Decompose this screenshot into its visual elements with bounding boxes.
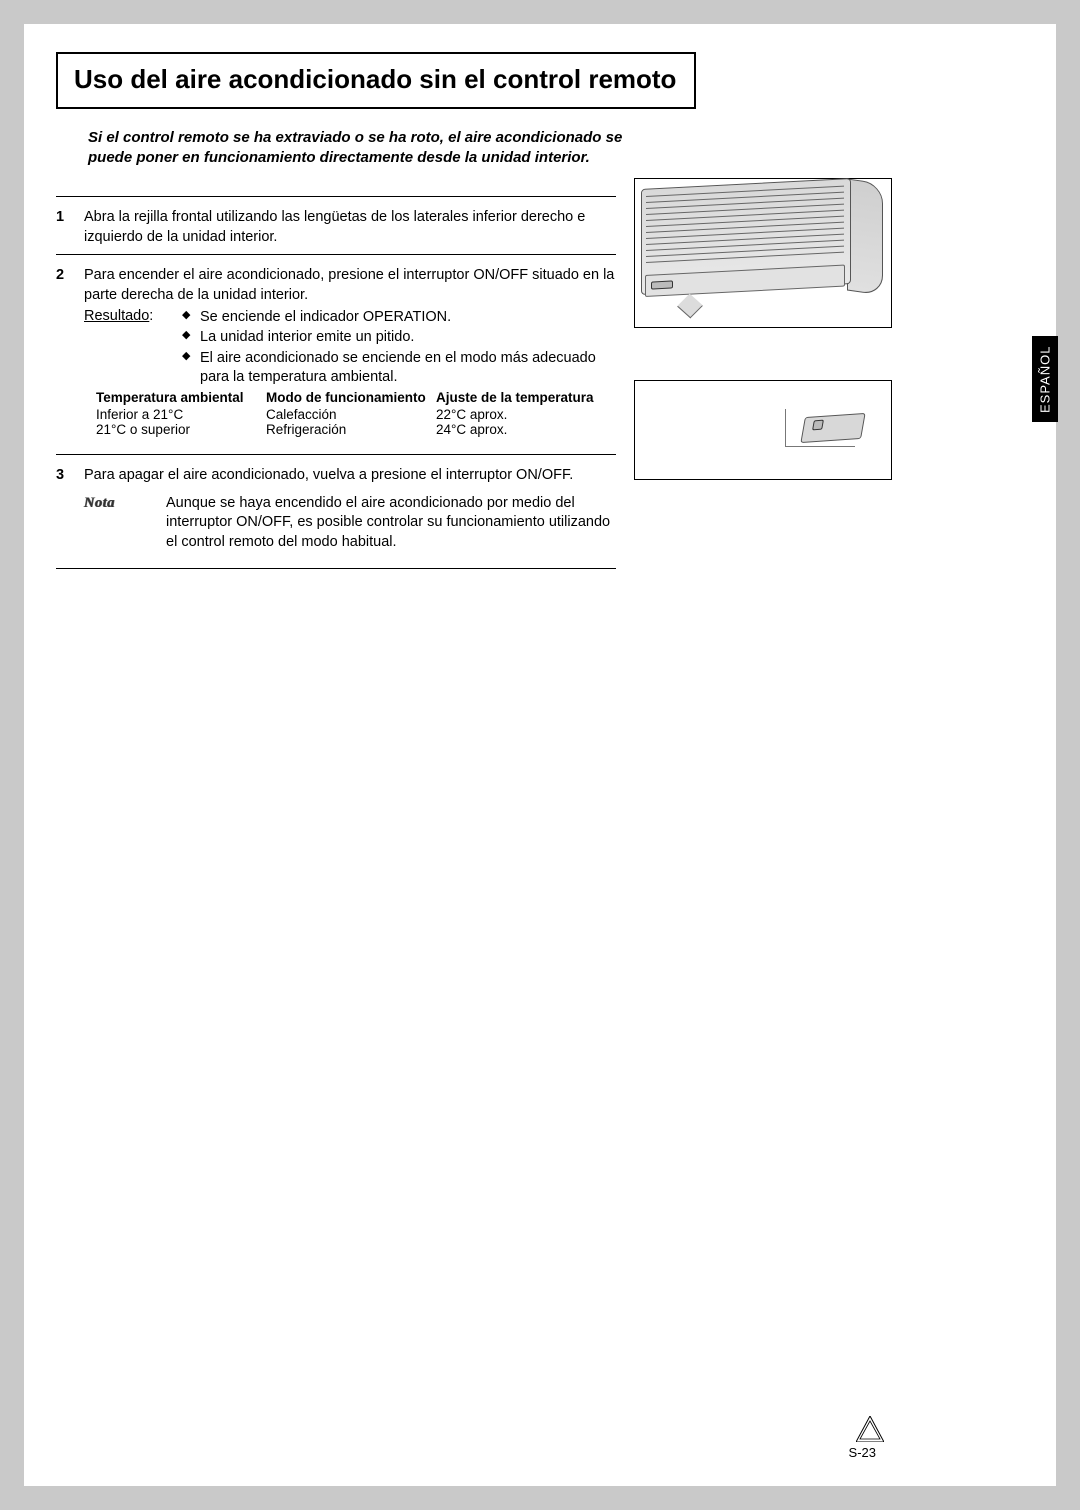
bullet: La unidad interior emite un pitido. <box>182 328 616 348</box>
step-number: 2 <box>56 266 64 286</box>
page-title: Uso del aire acondicionado sin el contro… <box>74 64 678 95</box>
table-header: Modo de funcionamiento <box>266 390 436 405</box>
table-header-row: Temperatura ambiental Modo de funcionami… <box>96 390 606 405</box>
separator <box>56 254 616 255</box>
step-text: Para apagar el aire acondicionado, vuelv… <box>84 467 573 483</box>
step-text: Para encender el aire acondicionado, pre… <box>84 267 614 303</box>
step-number: 1 <box>56 208 64 228</box>
bullet: El aire acondicionado se enciende en el … <box>182 349 616 388</box>
table-header: Temperatura ambiental <box>96 390 266 405</box>
separator <box>56 454 616 455</box>
bullet: Se enciende el indicador OPERATION. <box>182 308 616 328</box>
table-row: Inferior a 21°C Calefacción 22°C aprox. <box>96 407 606 422</box>
table-cell: 24°C aprox. <box>436 422 606 437</box>
table-header: Ajuste de la temperatura <box>436 390 606 405</box>
nota-row: Nota Aunque se haya encendido el aire ac… <box>84 494 616 553</box>
switch-illustration <box>785 409 875 453</box>
figure-ac-unit <box>634 178 892 328</box>
resultado-row: Resultado: Se enciende el indicador OPER… <box>84 307 616 388</box>
figure-switch-detail <box>634 380 892 480</box>
language-side-tab: ESPAÑOL <box>1032 336 1058 422</box>
page-title-box: Uso del aire acondicionado sin el contro… <box>56 52 696 109</box>
step-1: 1 Abra la rejilla frontal utilizando las… <box>56 208 616 247</box>
separator <box>56 568 616 569</box>
table-cell: Calefacción <box>266 407 436 422</box>
step-3: 3 Para apagar el aire acondicionado, vue… <box>56 466 616 552</box>
page-number: S-23 <box>849 1445 876 1460</box>
resultado-label: Resultado <box>84 308 149 324</box>
table-cell: Inferior a 21°C <box>96 407 266 422</box>
step-body: Para apagar el aire acondicionado, vuelv… <box>84 466 616 552</box>
recycle-icon <box>856 1416 884 1442</box>
document-page: Uso del aire acondicionado sin el contro… <box>24 24 1056 1486</box>
step-body: Para encender el aire acondicionado, pre… <box>84 266 616 388</box>
step-2: 2 Para encender el aire acondicionado, p… <box>56 266 616 389</box>
step-number: 3 <box>56 466 64 486</box>
separator <box>56 196 616 197</box>
table-cell: Refrigeración <box>266 422 436 437</box>
nota-text: Aunque se haya encendido el aire acondic… <box>166 494 616 553</box>
intro-text: Si el control remoto se ha extraviado o … <box>88 128 638 169</box>
step-body: Abra la rejilla frontal utilizando las l… <box>84 208 616 247</box>
ac-unit-illustration <box>641 189 885 309</box>
table-cell: 21°C o superior <box>96 422 266 437</box>
nota-label: Nota <box>84 494 166 553</box>
temperature-table: Temperatura ambiental Modo de funcionami… <box>96 390 606 437</box>
resultado-bullets: Se enciende el indicador OPERATION. La u… <box>182 308 616 388</box>
table-row: 21°C o superior Refrigeración 24°C aprox… <box>96 422 606 437</box>
table-cell: 22°C aprox. <box>436 407 606 422</box>
